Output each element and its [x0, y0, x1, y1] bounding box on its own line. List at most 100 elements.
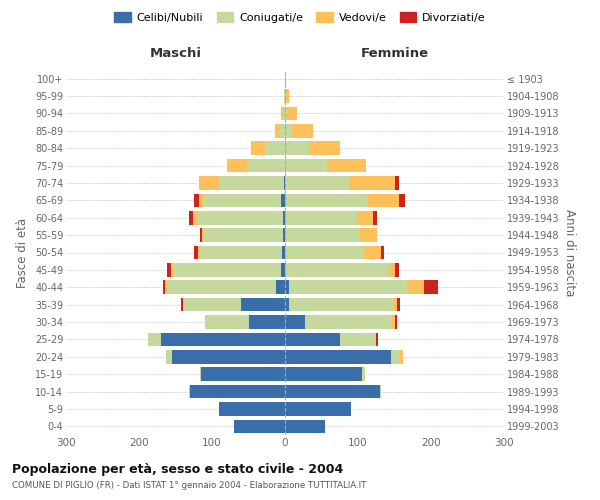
Bar: [380, 246, 384, 260]
Bar: [285, 385, 380, 398]
Bar: [285, 90, 289, 103]
Bar: [167, 263, 171, 276]
Bar: [285, 368, 362, 381]
Bar: [284, 90, 285, 103]
Legend: Celibi/Nubili, Coniugati/e, Vedovi/e, Divorziati/e: Celibi/Nubili, Coniugati/e, Vedovi/e, Di…: [110, 8, 490, 28]
Bar: [285, 142, 309, 155]
Bar: [241, 298, 285, 312]
Bar: [392, 315, 395, 329]
Bar: [360, 228, 377, 242]
Bar: [285, 315, 305, 329]
Bar: [285, 124, 292, 138]
Bar: [309, 142, 340, 155]
Text: Femmine: Femmine: [361, 46, 428, 60]
Bar: [161, 332, 285, 346]
Bar: [400, 350, 403, 364]
Bar: [285, 332, 340, 346]
Bar: [199, 176, 220, 190]
Bar: [198, 246, 200, 260]
Bar: [397, 298, 400, 312]
Bar: [281, 263, 285, 276]
Bar: [281, 194, 285, 207]
Bar: [227, 159, 247, 172]
Bar: [328, 159, 366, 172]
Bar: [165, 280, 167, 294]
Bar: [194, 246, 198, 260]
Bar: [281, 106, 283, 120]
Bar: [194, 194, 199, 207]
Bar: [349, 176, 395, 190]
Bar: [163, 280, 165, 294]
Bar: [395, 176, 399, 190]
Bar: [285, 420, 325, 433]
Bar: [205, 315, 248, 329]
Bar: [202, 228, 204, 242]
Bar: [285, 350, 391, 364]
Bar: [173, 263, 281, 276]
Bar: [148, 332, 161, 346]
Bar: [285, 246, 364, 260]
Bar: [285, 211, 356, 224]
Bar: [285, 280, 289, 294]
Bar: [280, 124, 285, 138]
Bar: [356, 211, 373, 224]
Bar: [285, 194, 367, 207]
Bar: [292, 124, 313, 138]
Bar: [282, 246, 285, 260]
Bar: [190, 385, 285, 398]
Bar: [199, 194, 203, 207]
Text: Maschi: Maschi: [149, 46, 202, 60]
Bar: [203, 194, 281, 207]
Bar: [285, 106, 287, 120]
Bar: [285, 228, 360, 242]
Bar: [283, 106, 285, 120]
Bar: [367, 194, 399, 207]
Bar: [287, 106, 296, 120]
Bar: [285, 176, 349, 190]
Bar: [276, 280, 285, 294]
Text: Popolazione per età, sesso e stato civile - 2004: Popolazione per età, sesso e stato civil…: [12, 462, 343, 475]
Bar: [285, 298, 289, 312]
Bar: [373, 211, 377, 224]
Bar: [391, 350, 400, 364]
Bar: [171, 263, 173, 276]
Bar: [220, 176, 284, 190]
Bar: [389, 263, 395, 276]
Bar: [275, 124, 280, 138]
Bar: [283, 228, 285, 242]
Bar: [283, 211, 285, 224]
Bar: [200, 228, 202, 242]
Bar: [248, 315, 285, 329]
Bar: [285, 263, 389, 276]
Bar: [285, 159, 328, 172]
Bar: [166, 350, 172, 364]
Bar: [376, 332, 379, 346]
Bar: [364, 246, 380, 260]
Bar: [393, 298, 397, 312]
Bar: [285, 72, 286, 86]
Bar: [340, 332, 376, 346]
Bar: [284, 176, 285, 190]
Bar: [305, 315, 392, 329]
Bar: [197, 211, 283, 224]
Bar: [181, 298, 183, 312]
Bar: [399, 194, 405, 207]
Bar: [200, 246, 282, 260]
Y-axis label: Fasce di età: Fasce di età: [16, 218, 29, 288]
Bar: [251, 142, 265, 155]
Bar: [172, 350, 285, 364]
Bar: [204, 228, 283, 242]
Bar: [183, 298, 184, 312]
Bar: [265, 142, 285, 155]
Bar: [220, 402, 285, 415]
Bar: [247, 159, 285, 172]
Bar: [289, 298, 393, 312]
Bar: [184, 298, 241, 312]
Bar: [201, 368, 285, 381]
Bar: [395, 263, 399, 276]
Bar: [167, 280, 276, 294]
Bar: [190, 211, 193, 224]
Bar: [362, 368, 365, 381]
Text: COMUNE DI PIGLIO (FR) - Dati ISTAT 1° gennaio 2004 - Elaborazione TUTTITALIA.IT: COMUNE DI PIGLIO (FR) - Dati ISTAT 1° ge…: [12, 481, 367, 490]
Bar: [200, 368, 201, 381]
